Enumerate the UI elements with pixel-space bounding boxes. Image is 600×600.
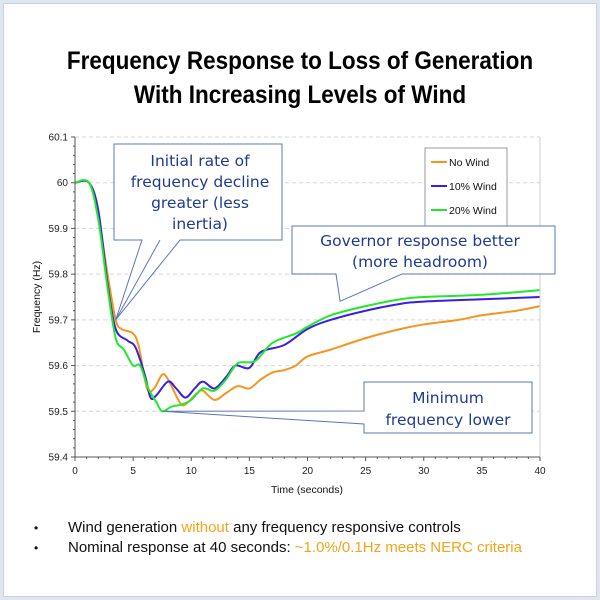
y-tick-label: 59.6 — [49, 361, 69, 372]
axes — [71, 136, 541, 461]
x-tick-label: 15 — [244, 466, 256, 477]
callout-initial-rate-pointer — [115, 239, 161, 321]
y-tick-label: 59.9 — [49, 224, 69, 235]
slide-title: Frequency Response to Loss of Generation… — [30, 44, 570, 112]
title-line-1: Frequency Response to Loss of Generation — [66, 47, 534, 75]
legend: No Wind 10% Wind 20% Wind — [424, 147, 508, 227]
legend-label-no-wind: No Wind — [449, 157, 489, 169]
bullet-list: • Wind generation without any frequency … — [34, 519, 594, 559]
series-line-20pct-wind — [74, 179, 541, 413]
title-line-2: With Increasing Levels of Wind — [133, 81, 467, 109]
callout-initial-rate-line: frequency decline — [131, 173, 270, 191]
bullet-text: Nominal response at 40 seconds: ~1.0%/0.… — [68, 539, 522, 556]
bullet-text-after: any frequency responsive controls — [228, 519, 461, 536]
slide-background — [3, 3, 597, 597]
y-tick-label: 59.8 — [49, 270, 69, 281]
y-tick-label: 59.5 — [49, 407, 69, 418]
x-tick-label: 35 — [476, 466, 488, 477]
x-tick-label: 25 — [360, 466, 372, 477]
callout-minimum-line: frequency lower — [385, 411, 511, 429]
y-tick-label: 59.7 — [49, 315, 69, 326]
callouts: Initial rate of frequency decline greater … — [113, 143, 556, 434]
bullet-highlight: ~1.0%/0.1Hz meets NERC criteria — [294, 539, 522, 556]
callout-initial-rate-line: inertia) — [172, 215, 228, 233]
callout-minimum-box — [162, 381, 533, 434]
x-tick-label: 30 — [418, 466, 430, 477]
y-tick-label: 59.4 — [49, 453, 69, 464]
x-axis-label: Time (seconds) — [271, 484, 343, 496]
callout-governor-box — [291, 225, 556, 303]
callout-initial-rate-line: Initial rate of — [150, 152, 250, 170]
bullet-highlight: without — [181, 519, 229, 536]
bullet-text-before: Wind generation — [68, 519, 182, 536]
y-tick-label: 60.1 — [49, 133, 69, 144]
bullet-item: • Nominal response at 40 seconds: ~1.0%/… — [34, 539, 594, 559]
y-tick-label: 60 — [57, 178, 69, 189]
callout-initial-rate-box — [113, 143, 283, 321]
x-tick-label: 5 — [130, 466, 136, 477]
legend-label-20pct-wind: 20% Wind — [449, 205, 497, 217]
bullet-dot: • — [34, 541, 39, 555]
callout-minimum-line: Minimum — [412, 389, 484, 407]
callout-initial-rate-line: greater (less — [151, 194, 249, 212]
callout-governor-line: Governor response better — [320, 232, 520, 250]
bullet-item: • Wind generation without any frequency … — [34, 519, 594, 539]
bullet-text-before: Nominal response at 40 seconds: — [68, 539, 295, 556]
bullet-dot: • — [34, 521, 39, 535]
y-axis-label: Frequency (Hz) — [31, 261, 43, 333]
legend-label-10pct-wind: 10% Wind — [449, 181, 497, 193]
tick-labels: 59.4 59.5 59.6 59.7 59.8 59.9 60 60.1 0 5 10 15 20 25… — [49, 133, 546, 478]
x-tick-label: 10 — [186, 466, 198, 477]
series-line-10pct-wind — [74, 179, 541, 401]
x-tick-label: 0 — [72, 466, 78, 477]
series-lines — [74, 179, 541, 413]
bullet-text: Wind generation without any frequency re… — [68, 519, 461, 536]
x-tick-label: 20 — [302, 466, 314, 477]
series-line-no-wind — [74, 179, 541, 407]
callout-governor-line: (more headroom) — [352, 253, 488, 271]
x-tick-label: 40 — [534, 466, 546, 477]
